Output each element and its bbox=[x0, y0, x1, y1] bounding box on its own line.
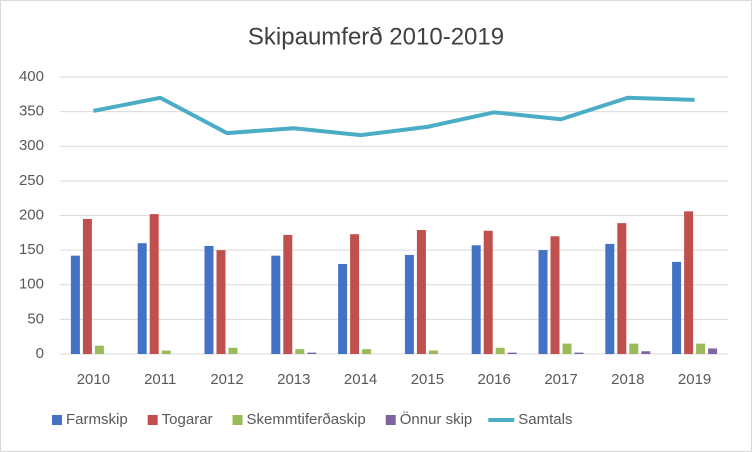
bar bbox=[428, 350, 438, 354]
bar bbox=[161, 350, 171, 354]
bar bbox=[307, 352, 317, 354]
bar bbox=[471, 245, 481, 354]
bar bbox=[617, 223, 627, 354]
y-tick-label: 250 bbox=[19, 172, 44, 189]
bar bbox=[684, 211, 694, 354]
y-tick-label: 400 bbox=[19, 68, 44, 85]
x-tick-label: 2012 bbox=[210, 371, 243, 388]
bar bbox=[338, 263, 348, 354]
bar bbox=[696, 343, 706, 354]
bar bbox=[562, 343, 572, 354]
bar bbox=[295, 349, 305, 354]
bar bbox=[495, 347, 505, 354]
y-tick-label: 50 bbox=[27, 310, 44, 327]
legend-swatch bbox=[385, 415, 396, 425]
bar bbox=[672, 261, 682, 354]
y-tick-label: 0 bbox=[36, 345, 44, 362]
bar bbox=[605, 243, 615, 354]
bar bbox=[416, 230, 426, 354]
legend-label: Skemmtiferðaskip bbox=[247, 411, 366, 428]
y-tick-label: 350 bbox=[19, 103, 44, 120]
bar bbox=[574, 352, 584, 354]
bar bbox=[362, 349, 372, 354]
legend-label: Samtals bbox=[518, 411, 572, 428]
bar bbox=[149, 214, 159, 354]
x-tick-label: 2018 bbox=[611, 371, 644, 388]
bar bbox=[550, 236, 560, 354]
x-tick-label: 2013 bbox=[277, 371, 310, 388]
y-tick-label: 200 bbox=[19, 206, 44, 223]
bar bbox=[137, 243, 147, 354]
x-tick-label: 2011 bbox=[144, 371, 176, 388]
x-tick-label: 2010 bbox=[77, 371, 110, 388]
x-tick-label: 2014 bbox=[344, 371, 377, 388]
y-tick-label: 150 bbox=[19, 241, 44, 258]
bar bbox=[271, 255, 281, 354]
bar bbox=[94, 345, 104, 354]
bar bbox=[641, 351, 651, 354]
bar bbox=[82, 218, 92, 354]
legend-label: Farmskip bbox=[66, 411, 128, 428]
bar bbox=[708, 348, 718, 354]
bar bbox=[507, 352, 517, 354]
y-tick-label: 300 bbox=[19, 137, 44, 154]
legend-swatch bbox=[147, 415, 158, 425]
bar bbox=[70, 255, 80, 354]
x-tick-label: 2017 bbox=[544, 371, 577, 388]
legend-label: Togarar bbox=[162, 411, 213, 428]
bar bbox=[483, 230, 493, 354]
x-tick-label: 2016 bbox=[478, 371, 511, 388]
x-tick-label: 2015 bbox=[411, 371, 444, 388]
bar bbox=[216, 250, 226, 354]
y-tick-label: 100 bbox=[19, 276, 44, 293]
bar bbox=[629, 343, 639, 354]
bar bbox=[204, 245, 214, 354]
chart-title: Skipaumferð 2010-2019 bbox=[248, 23, 504, 50]
legend-swatch bbox=[232, 415, 243, 425]
bar bbox=[350, 234, 360, 354]
legend-swatch bbox=[52, 415, 62, 425]
bar bbox=[404, 254, 414, 354]
line bbox=[93, 95, 695, 138]
x-tick-label: 2019 bbox=[678, 371, 711, 388]
bar bbox=[283, 234, 293, 354]
legend-label: Önnur skip bbox=[400, 410, 473, 428]
bar bbox=[538, 250, 548, 354]
bar bbox=[228, 347, 238, 354]
